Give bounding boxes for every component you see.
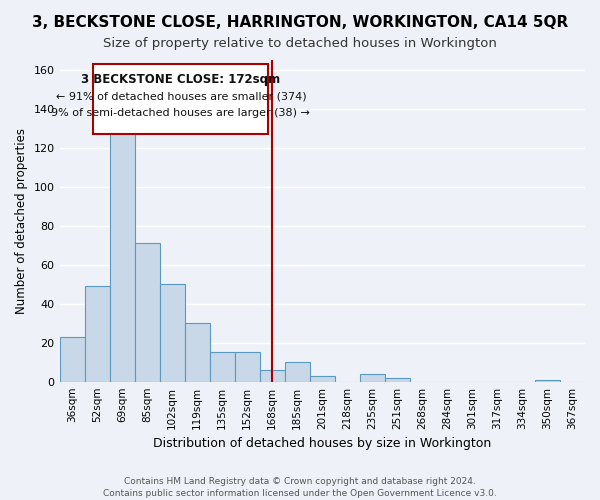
Text: Contains public sector information licensed under the Open Government Licence v3: Contains public sector information licen…	[103, 488, 497, 498]
Bar	[160, 284, 185, 382]
Bar	[285, 362, 310, 382]
Bar	[94, 64, 268, 134]
Bar	[235, 352, 260, 382]
Bar	[110, 122, 134, 382]
Text: Contains HM Land Registry data © Crown copyright and database right 2024.: Contains HM Land Registry data © Crown c…	[124, 477, 476, 486]
Bar	[59, 337, 85, 382]
Bar	[535, 380, 560, 382]
Bar	[134, 244, 160, 382]
Bar	[185, 323, 209, 382]
Text: ← 91% of detached houses are smaller (374): ← 91% of detached houses are smaller (37…	[56, 91, 306, 101]
Text: 3 BECKSTONE CLOSE: 172sqm: 3 BECKSTONE CLOSE: 172sqm	[82, 72, 280, 86]
Y-axis label: Number of detached properties: Number of detached properties	[15, 128, 28, 314]
Text: 3, BECKSTONE CLOSE, HARRINGTON, WORKINGTON, CA14 5QR: 3, BECKSTONE CLOSE, HARRINGTON, WORKINGT…	[32, 15, 568, 30]
Text: Size of property relative to detached houses in Workington: Size of property relative to detached ho…	[103, 38, 497, 51]
Bar	[260, 370, 285, 382]
Bar	[360, 374, 385, 382]
Bar	[310, 376, 335, 382]
Bar	[385, 378, 410, 382]
Bar	[85, 286, 110, 382]
X-axis label: Distribution of detached houses by size in Workington: Distribution of detached houses by size …	[153, 437, 491, 450]
Text: 9% of semi-detached houses are larger (38) →: 9% of semi-detached houses are larger (3…	[52, 108, 310, 118]
Bar	[209, 352, 235, 382]
